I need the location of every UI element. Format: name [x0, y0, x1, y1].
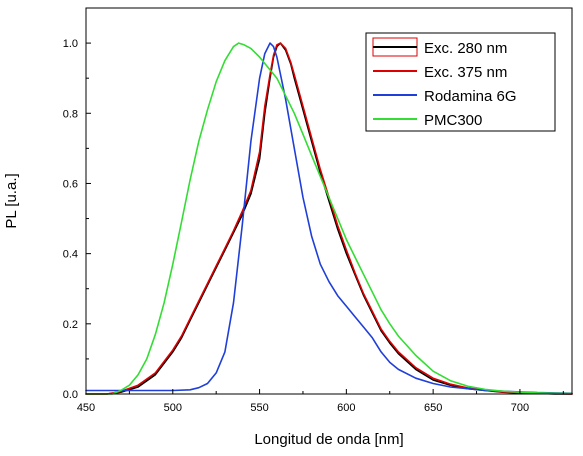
series-line-exc-375-nm	[85, 42, 573, 395]
plot-frame	[85, 7, 573, 395]
x-tick-label: 700	[511, 402, 529, 414]
legend-label-exc-375: Exc. 375 nm	[424, 64, 507, 81]
legend-entry-exc-375: Exc. 375 nm	[373, 64, 507, 81]
x-tick-label: 600	[337, 402, 355, 414]
y-tick-label: 0.6	[63, 178, 78, 190]
legend-label-pmc300: PMC300	[424, 112, 482, 129]
legend-label-rodamina-6g: Rodamina 6G	[424, 88, 517, 105]
legend-label-exc-280: Exc. 280 nm	[424, 40, 507, 57]
series-line-rodamina-6g	[85, 42, 573, 395]
y-tick-label: 0.8	[63, 108, 78, 120]
legend-entry-pmc300: PMC300	[373, 112, 482, 129]
y-tick-label: 1.0	[63, 38, 78, 50]
y-tick-label: 0.4	[63, 249, 78, 261]
legend-entry-rodamina-6g: Rodamina 6G	[373, 88, 517, 105]
y-axis-title: PL [u.a.]	[3, 173, 20, 228]
x-tick-label: 550	[250, 402, 268, 414]
y-tick-label: 0.2	[63, 319, 78, 331]
x-tick-label: 500	[164, 402, 182, 414]
x-tick-label: 450	[77, 402, 95, 414]
legend-entry-exc-280: Exc. 280 nm	[372, 37, 507, 57]
series-line-pmc300	[85, 42, 573, 395]
legend: Exc. 280 nm Exc. 375 nm Rodamina 6G PMC3…	[365, 32, 556, 132]
y-tick-label: 0.0	[63, 389, 78, 401]
series-layer	[85, 42, 573, 395]
axis-layer: 450 500 550 600 650 700 0.0 0.2 0.4 0.6 0.8 1.0	[63, 38, 564, 414]
x-axis-title: Longitud de onda [nm]	[254, 431, 403, 448]
x-tick-label: 650	[424, 402, 442, 414]
